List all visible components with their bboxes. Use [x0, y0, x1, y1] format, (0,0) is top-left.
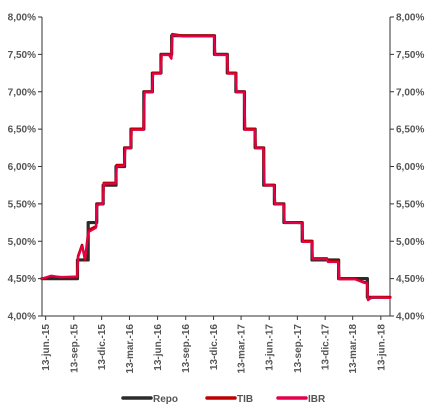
x-tick-label: 13-sep.-15: [69, 324, 80, 373]
legend-label-ibr: IBR: [308, 394, 326, 405]
x-tick-label: 13-sep.-16: [181, 324, 192, 373]
legend-label-tib: TIB: [237, 394, 253, 405]
x-tick-label: 13-dic.-15: [97, 324, 108, 371]
chart-legend: Repo TIB IBR: [121, 394, 326, 405]
left-y-tick-label: 5,50%: [8, 199, 36, 210]
right-y-tick-label: 6,50%: [396, 125, 424, 136]
left-y-tick-label: 5,00%: [8, 237, 36, 248]
series-lines: [40, 32, 392, 302]
right-y-tick-label: 5,00%: [396, 237, 424, 248]
left-y-axis-ticks: 4,00% 4,50% 5,00% 5,50% 6,00% 6,50% 7,00% 7,50%…: [8, 13, 42, 323]
series-line-ibr: [41, 33, 391, 302]
right-y-tick-label: 6,00%: [396, 162, 424, 173]
right-y-tick-label: 8,00%: [396, 13, 424, 24]
left-y-tick-label: 7,50%: [8, 50, 36, 61]
x-tick-label: 13-mar.-16: [125, 324, 136, 374]
left-y-tick-label: 6,50%: [8, 125, 36, 136]
left-y-tick-label: 8,00%: [8, 13, 36, 24]
x-tick-label: 13-dic.-16: [209, 324, 220, 371]
right-y-axis-ticks: 4,00% 4,50% 5,00% 5,50% 6,00% 6,50% 7,00% 7,50%…: [390, 13, 424, 323]
left-y-tick-label: 4,00%: [8, 312, 36, 323]
x-tick-label: 13-sep.-17: [293, 324, 304, 373]
right-y-tick-label: 7,00%: [396, 87, 424, 98]
left-y-tick-label: 4,50%: [8, 274, 36, 285]
right-y-tick-label: 7,50%: [396, 50, 424, 61]
right-y-tick-label: 4,00%: [396, 312, 424, 323]
series-line-repo: [40, 34, 392, 299]
x-tick-label: 13-jun.-15: [41, 324, 52, 371]
x-axis-ticks: 13-jun.-15 13-sep.-15 13-dic.-15 13-mar.-16…: [41, 316, 387, 373]
legend-label-repo: Repo: [153, 394, 178, 405]
x-tick-label: 13-mar.-17: [237, 324, 248, 374]
right-y-tick-label: 4,50%: [396, 274, 424, 285]
x-tick-label: 13-jun.-17: [265, 324, 276, 371]
left-y-tick-label: 7,00%: [8, 87, 36, 98]
right-y-tick-label: 5,50%: [396, 199, 424, 210]
x-tick-label: 13-mar.-18: [348, 324, 359, 374]
x-tick-label: 13-jun.-18: [376, 324, 387, 371]
x-tick-label: 13-jun.-16: [153, 324, 164, 371]
left-y-tick-label: 6,00%: [8, 162, 36, 173]
x-tick-label: 13-dic.-17: [321, 324, 332, 371]
